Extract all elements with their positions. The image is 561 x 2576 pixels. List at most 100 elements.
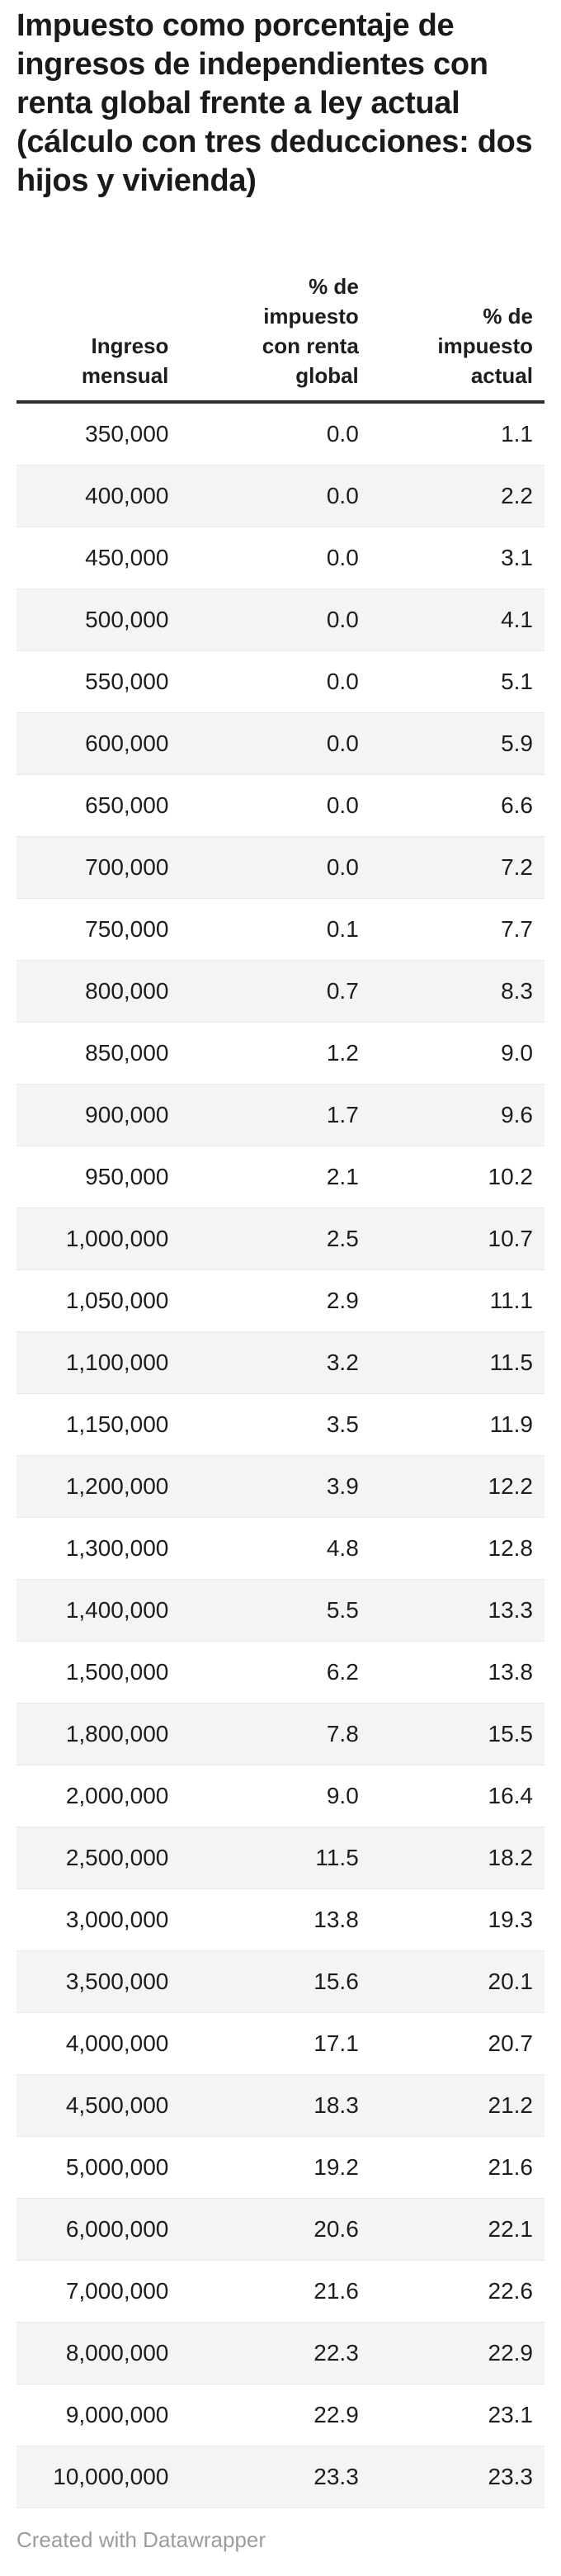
cell-impuesto-renta-global: 0.7	[326, 978, 359, 1004]
cell-impuesto-actual: 13.3	[488, 1597, 534, 1623]
cell-impuesto-renta-global: 3.5	[326, 1411, 359, 1437]
cell-impuesto-actual: 7.2	[501, 854, 533, 880]
column-header-impuesto-renta-global: % de impuesto con renta global	[262, 274, 359, 388]
table-row: 3,500,000 15.6 20.1	[16, 1950, 544, 2013]
table-row: 1,500,000 6.2 13.8	[16, 1642, 544, 1704]
cell-ingreso-mensual: 600,000	[85, 730, 169, 756]
table-row: 350,000 0.0 1.1	[16, 402, 544, 466]
cell-impuesto-renta-global: 15.6	[314, 1969, 359, 1994]
cell-ingreso-mensual: 1,300,000	[65, 1535, 169, 1561]
cell-ingreso-mensual: 10,000,000	[53, 2464, 169, 2489]
table-row: 7,000,000 21.6 22.6	[16, 2261, 544, 2323]
table-row: 600,000 0.0 5.9	[16, 712, 544, 775]
table-row: 900,000 1.7 9.6	[16, 1084, 544, 1146]
cell-impuesto-renta-global: 19.2	[314, 2154, 359, 2180]
cell-impuesto-renta-global: 0.0	[326, 421, 359, 447]
cell-ingreso-mensual: 1,800,000	[65, 1721, 169, 1746]
cell-impuesto-renta-global: 2.5	[326, 1226, 359, 1251]
table-row: 1,400,000 5.5 13.3	[16, 1579, 544, 1642]
table-row: 1,100,000 3.2 11.5	[16, 1331, 544, 1394]
cell-ingreso-mensual: 1,050,000	[65, 1288, 169, 1313]
cell-impuesto-renta-global: 13.8	[314, 1907, 359, 1932]
cell-impuesto-actual: 12.2	[488, 1473, 534, 1499]
cell-impuesto-renta-global: 5.5	[326, 1597, 359, 1623]
table-row: 550,000 0.0 5.1	[16, 651, 544, 713]
cell-impuesto-actual: 1.1	[501, 421, 533, 447]
cell-impuesto-renta-global: 0.0	[326, 792, 359, 818]
table-row: 500,000 0.0 4.1	[16, 588, 544, 651]
cell-impuesto-actual: 10.7	[488, 1226, 534, 1251]
table-row: 9,000,000 22.9 23.1	[16, 2385, 544, 2446]
chart-title: Impuesto como porcentaje de ingresos de …	[16, 8, 533, 198]
table-row: 2,000,000 9.0 16.4	[16, 1765, 544, 1827]
cell-impuesto-renta-global: 1.7	[326, 1102, 359, 1127]
cell-impuesto-actual: 22.1	[488, 2216, 534, 2242]
cell-impuesto-actual: 19.3	[488, 1907, 534, 1932]
cell-ingreso-mensual: 9,000,000	[65, 2402, 169, 2427]
cell-impuesto-renta-global: 0.0	[326, 854, 359, 880]
cell-ingreso-mensual: 1,100,000	[65, 1349, 169, 1375]
cell-ingreso-mensual: 550,000	[85, 669, 169, 694]
table-row: 4,000,000 17.1 20.7	[16, 2013, 544, 2075]
cell-impuesto-renta-global: 0.0	[326, 669, 359, 694]
cell-impuesto-actual: 13.8	[488, 1659, 534, 1685]
cell-ingreso-mensual: 4,000,000	[65, 2030, 169, 2056]
column-header-impuesto-actual: % de impuesto actual	[437, 304, 533, 388]
table-row: 5,000,000 19.2 21.6	[16, 2137, 544, 2199]
cell-impuesto-actual: 15.5	[488, 1721, 534, 1746]
cell-impuesto-renta-global: 0.1	[326, 916, 359, 942]
cell-ingreso-mensual: 2,000,000	[65, 1783, 169, 1808]
table-row: 850,000 1.2 9.0	[16, 1023, 544, 1085]
chart-footer: Created with Datawrapper	[16, 2526, 544, 2553]
cell-ingreso-mensual: 8,000,000	[65, 2340, 169, 2366]
cell-ingreso-mensual: 850,000	[85, 1040, 169, 1066]
cell-impuesto-actual: 22.6	[488, 2278, 534, 2304]
cell-impuesto-actual: 5.1	[501, 669, 533, 694]
cell-impuesto-actual: 11.5	[489, 1349, 533, 1375]
cell-ingreso-mensual: 650,000	[85, 792, 169, 818]
cell-impuesto-renta-global: 7.8	[326, 1721, 359, 1746]
datawrapper-credit-link[interactable]: Created with Datawrapper	[16, 2527, 266, 2552]
cell-impuesto-renta-global: 2.9	[326, 1288, 359, 1313]
cell-ingreso-mensual: 500,000	[85, 607, 169, 632]
table-row: 6,000,000 20.6 22.1	[16, 2198, 544, 2261]
column-header-ingreso-mensual: Ingreso mensual	[81, 333, 169, 388]
cell-impuesto-actual: 8.3	[501, 978, 533, 1004]
cell-impuesto-actual: 6.6	[501, 792, 533, 818]
cell-ingreso-mensual: 900,000	[85, 1102, 169, 1127]
data-table: Ingreso mensual % de impuesto con renta …	[16, 272, 544, 2508]
table-row: 1,050,000 2.9 11.1	[16, 1270, 544, 1332]
cell-ingreso-mensual: 750,000	[85, 916, 169, 942]
cell-impuesto-renta-global: 3.9	[326, 1473, 359, 1499]
cell-impuesto-renta-global: 22.3	[314, 2340, 359, 2366]
cell-impuesto-actual: 3.1	[501, 545, 533, 570]
cell-impuesto-renta-global: 4.8	[326, 1535, 359, 1561]
table-row: 1,800,000 7.8 15.5	[16, 1703, 544, 1765]
cell-impuesto-actual: 23.1	[488, 2402, 534, 2427]
cell-impuesto-actual: 23.3	[488, 2464, 534, 2489]
cell-ingreso-mensual: 450,000	[85, 545, 169, 570]
cell-impuesto-renta-global: 22.9	[314, 2402, 359, 2427]
table-body: 350,000 0.0 1.1 400,000 0.0 2.2 450,000 …	[16, 402, 544, 2508]
cell-ingreso-mensual: 3,500,000	[65, 1969, 169, 1994]
cell-impuesto-actual: 11.9	[489, 1411, 533, 1437]
cell-impuesto-actual: 12.8	[488, 1535, 534, 1561]
table-row: 1,300,000 4.8 12.8	[16, 1518, 544, 1580]
cell-ingreso-mensual: 5,000,000	[65, 2154, 169, 2180]
cell-impuesto-renta-global: 2.1	[326, 1164, 359, 1189]
cell-ingreso-mensual: 4,500,000	[65, 2092, 169, 2118]
table-row: 3,000,000 13.8 19.3	[16, 1889, 544, 1951]
cell-impuesto-renta-global: 6.2	[326, 1659, 359, 1685]
cell-ingreso-mensual: 1,000,000	[65, 1226, 169, 1251]
cell-impuesto-actual: 7.7	[501, 916, 533, 942]
table-row: 400,000 0.0 2.2	[16, 465, 544, 527]
table-row: 750,000 0.1 7.7	[16, 899, 544, 961]
cell-impuesto-renta-global: 0.0	[326, 607, 359, 632]
table-row: 1,000,000 2.5 10.7	[16, 1208, 544, 1270]
cell-ingreso-mensual: 2,500,000	[65, 1845, 169, 1870]
cell-impuesto-renta-global: 1.2	[326, 1040, 359, 1066]
cell-impuesto-actual: 2.2	[501, 483, 533, 508]
cell-ingreso-mensual: 350,000	[85, 421, 169, 447]
cell-impuesto-renta-global: 3.2	[326, 1349, 359, 1375]
